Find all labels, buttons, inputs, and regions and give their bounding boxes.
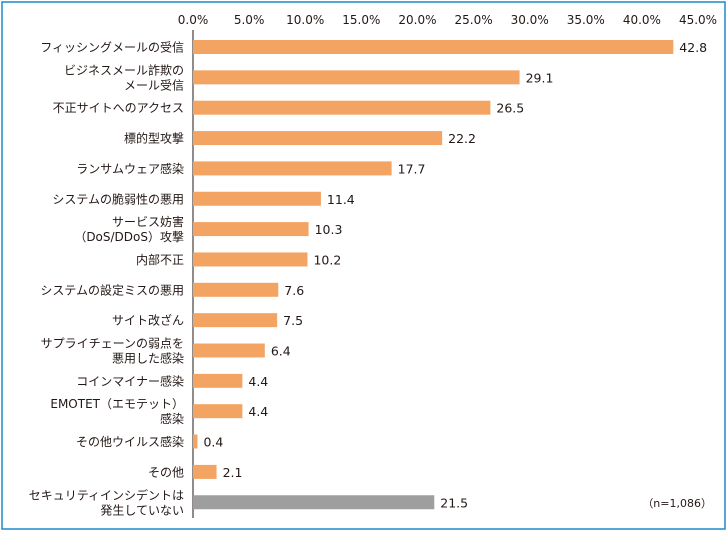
- data-label: 10.3: [315, 222, 343, 237]
- data-label: 21.5: [440, 495, 468, 510]
- data-label: 4.4: [248, 374, 268, 389]
- bar-row: サイト改ざん 7.5: [112, 313, 303, 329]
- category-label: 不正サイトへのアクセス: [53, 101, 184, 115]
- category-label: （DoS/DDoS）攻撃: [74, 229, 184, 244]
- category-label: ランサムウェア感染: [76, 161, 184, 176]
- x-tick-label: 45.0%: [679, 13, 717, 27]
- bar-row: ランサムウェア感染 17.7: [76, 161, 425, 177]
- bar-row: 標的型攻撃 22.2: [124, 131, 476, 147]
- category-label: その他: [148, 465, 184, 479]
- bar-row: システムの設定ミスの悪用 7.6: [40, 282, 304, 298]
- data-label: 17.7: [398, 161, 426, 176]
- category-label: 感染: [160, 411, 184, 426]
- category-label: システムの脆弱性の悪用: [52, 191, 184, 206]
- category-label: 標的型攻撃: [124, 131, 184, 146]
- category-label: コインマイナー感染: [76, 373, 184, 388]
- category-label: サプライチェーンの弱点を: [41, 337, 184, 351]
- bar: [193, 373, 243, 388]
- bar: [193, 191, 321, 206]
- bar: [193, 282, 279, 297]
- category-label: サービス妨害: [112, 214, 184, 229]
- bar: [193, 313, 278, 328]
- bar: [193, 70, 520, 85]
- data-label: 4.4: [248, 404, 268, 419]
- bar-row: フィッシングメールの受信 42.8: [40, 40, 707, 55]
- category-label: システムの設定ミスの悪用: [40, 282, 184, 297]
- category-label: 内部不正: [136, 252, 184, 267]
- data-label: 0.4: [203, 435, 223, 450]
- bar-row: コインマイナー感染 4.4: [76, 373, 268, 389]
- bar-row: 不正サイトへのアクセス 26.5: [53, 100, 524, 116]
- category-label: セキュリティインシデントは: [29, 487, 184, 502]
- x-tick-label: 15.0%: [342, 13, 380, 27]
- data-label: 7.5: [283, 313, 303, 328]
- data-label: 11.4: [327, 192, 355, 207]
- bar-row: その他ウイルス感染 0.4: [76, 434, 223, 450]
- bar: [193, 464, 217, 479]
- bar-row: サービス妨害（DoS/DDoS）攻撃 10.3: [74, 214, 342, 244]
- sample-size-note: （n=1,086）: [642, 497, 712, 510]
- bar-row: その他 2.1: [148, 464, 243, 480]
- category-label: サイト改ざん: [112, 313, 184, 328]
- data-label: 42.8: [679, 40, 707, 55]
- category-label: メール受信: [124, 78, 184, 92]
- data-label: 10.2: [313, 252, 341, 267]
- bar: [193, 404, 243, 419]
- bar: [193, 495, 435, 510]
- x-tick-label: 30.0%: [511, 13, 549, 27]
- x-tick-label: 5.0%: [234, 13, 265, 27]
- data-label: 29.1: [526, 70, 554, 85]
- x-tick-label: 25.0%: [454, 13, 492, 27]
- bar-row: システムの脆弱性の悪用 11.4: [52, 191, 354, 207]
- data-label: 22.2: [448, 131, 476, 146]
- x-tick-label: 20.0%: [398, 13, 436, 27]
- x-tick-label: 0.0%: [178, 13, 209, 27]
- bar: [193, 343, 265, 358]
- bar: [193, 222, 309, 237]
- data-label: 6.4: [271, 344, 291, 359]
- bar-row: EMOTET（エモテット）感染 4.4: [50, 397, 268, 426]
- category-label: ビジネスメール詐欺の: [64, 62, 184, 77]
- bar: [193, 40, 674, 54]
- x-tick-label: 35.0%: [567, 13, 605, 27]
- bar: [193, 161, 392, 176]
- category-label: その他ウイルス感染: [76, 434, 184, 449]
- category-label: EMOTET（エモテット）: [50, 397, 184, 411]
- bar: [193, 252, 308, 267]
- x-tick-label: 40.0%: [623, 13, 661, 27]
- bar-row: 内部不正 10.2: [136, 252, 341, 268]
- data-label: 26.5: [496, 101, 524, 116]
- x-tick-label: 10.0%: [286, 13, 324, 27]
- category-label: フィッシングメールの受信: [40, 41, 184, 55]
- data-label: 7.6: [284, 283, 304, 298]
- bar: [193, 434, 198, 449]
- bar: [193, 100, 491, 115]
- category-label: 発生していない: [100, 503, 184, 517]
- bar: [193, 131, 443, 146]
- data-label: 2.1: [223, 465, 243, 480]
- category-label: 悪用した感染: [112, 351, 184, 366]
